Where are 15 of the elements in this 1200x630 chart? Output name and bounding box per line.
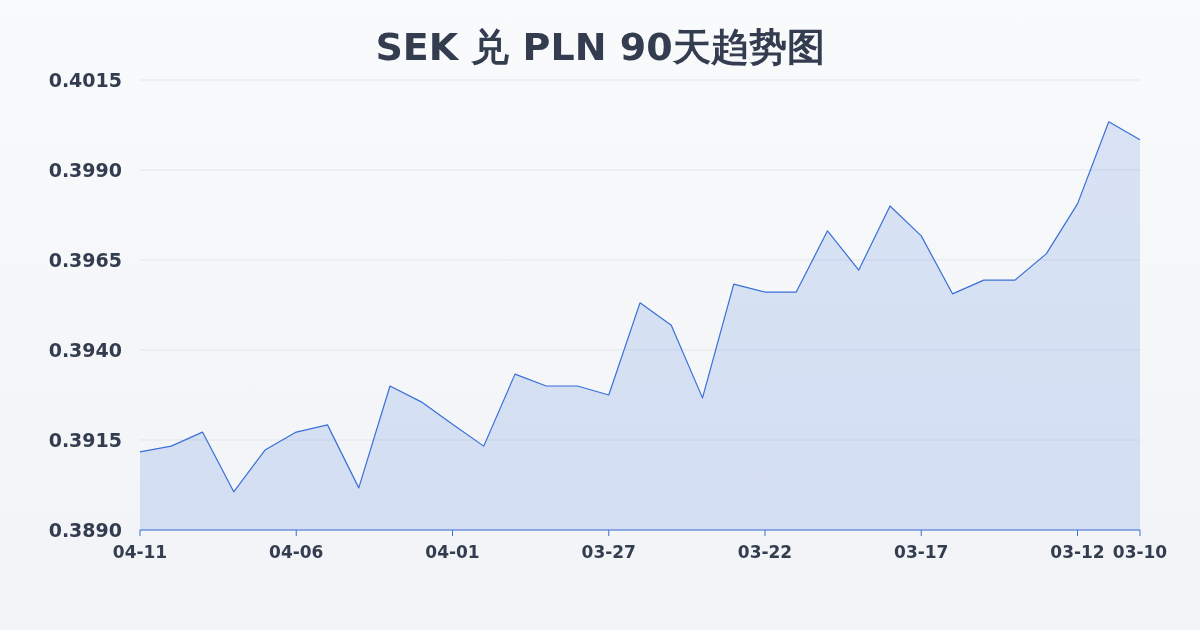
- x-tick-label: 03-10: [1112, 542, 1168, 562]
- x-tick-label: 04-06: [269, 542, 324, 562]
- x-tick-label: 03-17: [894, 542, 949, 562]
- x-tick-label: 03-22: [737, 542, 793, 562]
- x-tick-label: 04-01: [425, 542, 480, 562]
- y-tick-label: 0.3990: [48, 159, 122, 181]
- y-tick-label: 0.3940: [48, 339, 122, 361]
- chart-title: SEK 兑 PLN 90天趋势图: [375, 25, 825, 69]
- x-tick-label: 04-11: [112, 542, 168, 562]
- y-tick-label: 0.3890: [48, 519, 122, 541]
- x-tick-label: 03-27: [581, 542, 636, 562]
- y-tick-label: 0.4015: [48, 69, 122, 91]
- x-tick-label: 03-12: [1050, 542, 1105, 562]
- y-tick-label: 0.3965: [48, 249, 122, 271]
- y-tick-label: 0.3915: [48, 429, 122, 451]
